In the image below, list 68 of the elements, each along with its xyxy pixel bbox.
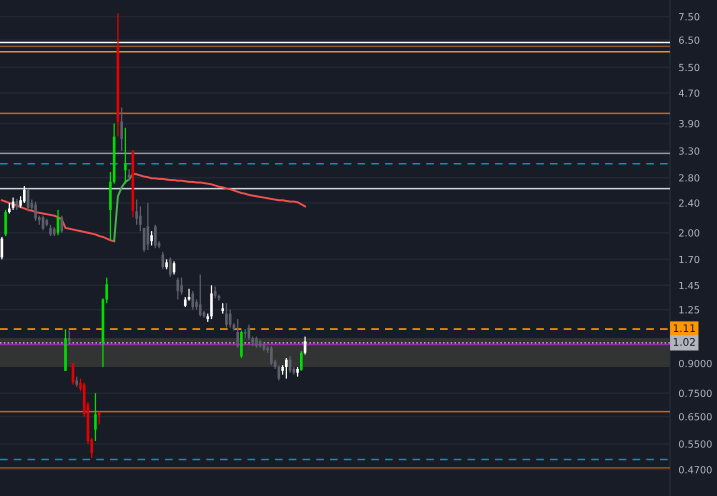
y-tick-label: 7.50 <box>679 13 700 20</box>
candlestick <box>75 376 78 388</box>
candlestick <box>162 251 164 270</box>
candlestick <box>248 324 250 340</box>
candlestick <box>23 185 26 204</box>
y-tick-label: 2.40 <box>679 199 700 207</box>
candlestick <box>225 302 228 328</box>
candlestick <box>68 330 71 344</box>
y-tick-label: 4.70 <box>678 89 700 97</box>
candlestick <box>16 198 18 211</box>
candlestick <box>150 230 153 246</box>
candlestick <box>34 200 37 222</box>
candlestick <box>300 350 303 372</box>
candlestick <box>60 215 64 234</box>
candlestick <box>251 336 254 347</box>
candlestick <box>139 206 142 232</box>
candlestick <box>180 277 183 296</box>
candlestick <box>12 196 14 211</box>
candlestick <box>168 256 172 278</box>
ref-line-label: 1.11 <box>674 324 695 332</box>
y-tick-label: 0.4700 <box>678 466 712 474</box>
candlestick <box>198 274 202 317</box>
candlestick <box>278 364 280 382</box>
candlestick <box>146 202 150 251</box>
y-tick-label: 2.00 <box>679 229 700 237</box>
candlestick <box>56 209 60 236</box>
y-tick-label: 1.70 <box>679 256 700 264</box>
candlestick <box>221 302 224 314</box>
y-tick-label: 6.50 <box>679 36 700 44</box>
y-tick-label: 0.9000 <box>678 360 712 368</box>
candlestick <box>0 236 4 260</box>
candlestick <box>124 127 127 184</box>
y-tick-label: 0.7500 <box>678 390 712 398</box>
candlestick <box>8 202 11 214</box>
y-tick-label: 0.6500 <box>678 413 712 420</box>
ref-line-label: 1.02 <box>674 338 695 346</box>
candlestick <box>191 290 194 310</box>
candlestick <box>270 346 273 366</box>
candlestick <box>184 296 187 308</box>
candlestick <box>105 277 108 304</box>
candlestick <box>94 392 97 442</box>
candlestick <box>42 215 44 231</box>
candlestick <box>72 362 74 386</box>
candlestick <box>228 309 232 328</box>
candlestick <box>255 336 258 348</box>
y-tick-label: 3.90 <box>679 120 700 128</box>
y-tick-label: 5.50 <box>679 64 700 72</box>
candlestick <box>172 260 176 276</box>
y-tick-label: 2.80 <box>679 174 700 182</box>
line-series <box>113 172 134 242</box>
y-tick-label: 1.45 <box>679 282 700 290</box>
candlestick <box>304 336 306 356</box>
candlestick <box>4 209 7 237</box>
candlestick <box>98 411 100 425</box>
y-tick-label: 0.5500 <box>678 440 712 448</box>
candlestick <box>120 106 123 152</box>
y-tick-label: 1.25 <box>679 306 700 314</box>
candlestick <box>236 318 239 348</box>
candlestick <box>26 188 30 212</box>
candlestick <box>176 277 180 300</box>
candlestick <box>288 356 292 374</box>
candlestick <box>154 224 157 249</box>
candlestick <box>285 357 288 380</box>
candlestick <box>210 284 213 320</box>
candlestick <box>49 224 52 237</box>
y-tick-label: 3.30 <box>679 147 700 155</box>
candlestick <box>244 328 246 339</box>
candlestick <box>214 286 217 299</box>
